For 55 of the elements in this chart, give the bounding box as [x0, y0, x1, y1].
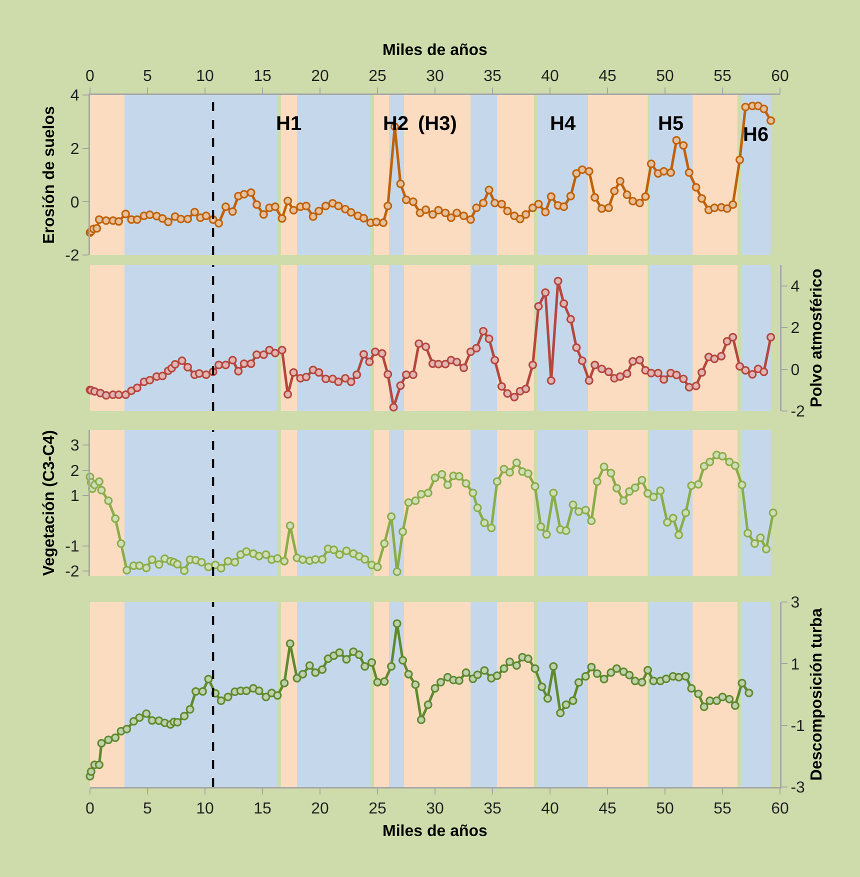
x-tick-label: 50: [656, 800, 674, 818]
y-tick-label: 1: [790, 656, 800, 674]
y-tick-label: -1: [790, 718, 806, 735]
y-axis-title: Vegetación (C3-C4): [41, 430, 58, 576]
x-tick-label: 55: [714, 800, 732, 818]
x-axis-title: Miles de años: [382, 42, 488, 60]
y-tick-label: 2: [70, 140, 80, 158]
x-tick-label: 15: [254, 800, 272, 818]
x-tick-label: 25: [368, 68, 386, 86]
y-tick-label: -2: [65, 248, 80, 265]
x-tick-label: 30: [426, 68, 444, 86]
x-tick-label: 45: [598, 800, 616, 818]
x-tick-label: 20: [311, 800, 329, 818]
x-tick-label: 50: [656, 68, 674, 86]
band-label: H4: [550, 113, 576, 135]
band-label: H2: [383, 113, 409, 135]
band-label: (H3): [418, 113, 457, 135]
y-tick-label: 0: [70, 194, 80, 212]
y-tick-label: 3: [70, 438, 80, 455]
y-tick-label: 4: [70, 88, 80, 105]
x-tick-label: 0: [86, 68, 95, 86]
band-label: H1: [276, 113, 302, 135]
x-tick-label: 15: [254, 68, 272, 86]
y-tick-label: 1: [70, 488, 80, 506]
x-tick-label: 35: [484, 800, 502, 818]
x-tick-label: 5: [143, 68, 152, 86]
x-tick-label: 40: [541, 68, 559, 86]
x-tick-label: 5: [143, 800, 152, 818]
y-tick-label: -1: [65, 538, 80, 556]
y-tick-label: 2: [790, 320, 800, 338]
x-tick-label: 60: [771, 800, 789, 818]
x-tick-label: 40: [541, 800, 559, 818]
y-tick-label: -2: [790, 404, 806, 421]
y-axis-title: Descomposición turba: [808, 608, 826, 781]
y-tick-label: 0: [790, 362, 800, 379]
x-tick-label: 25: [368, 800, 386, 818]
x-axis-title: Miles de años: [382, 823, 488, 840]
y-tick-label: 4: [790, 278, 800, 296]
x-tick-label: 60: [771, 68, 789, 86]
y-tick-label: 3: [790, 594, 800, 612]
x-tick-label: 45: [598, 68, 616, 86]
x-tick-label: 35: [484, 68, 502, 86]
x-tick-label: 0: [86, 800, 95, 818]
x-tick-label: 10: [196, 68, 214, 86]
x-tick-label: 20: [311, 68, 329, 86]
band-label: H6: [743, 124, 769, 146]
y-axis-title: Polvo atmosférico: [808, 268, 826, 408]
y-tick-label: -2: [65, 564, 80, 581]
band-label: H5: [658, 113, 684, 135]
x-tick-label: 30: [426, 800, 444, 818]
y-axis-title: Erosión de suelos: [41, 106, 58, 244]
x-tick-label: 55: [714, 68, 732, 86]
y-tick-label: -3: [790, 780, 806, 797]
y-tick-label: 2: [70, 462, 80, 480]
x-tick-label: 10: [196, 800, 214, 818]
